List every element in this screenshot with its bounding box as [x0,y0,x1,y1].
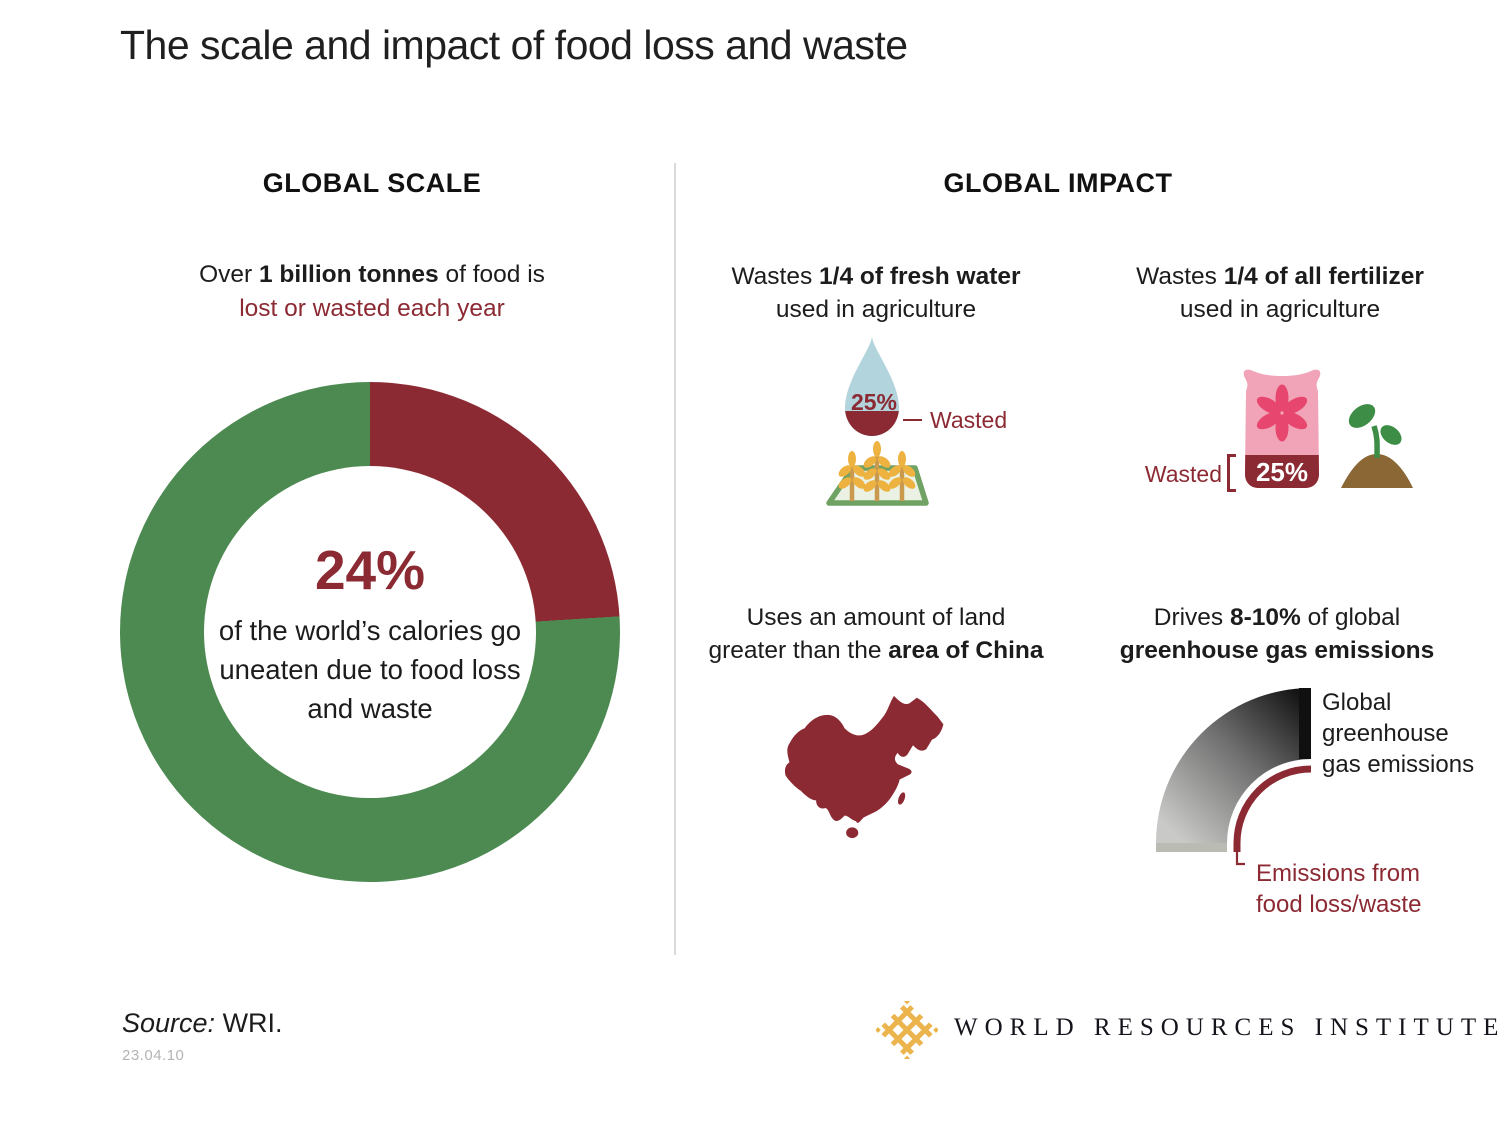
ghg-callout-line [1235,852,1245,866]
date-note: 23.04.10 [122,1047,185,1064]
chimney-pipe-graphic [1156,688,1312,866]
fertilizer-wasted-label: Wasted [1144,461,1222,487]
china-map [784,695,944,839]
wheat-stalk [838,451,866,501]
fertilizer-bracket [1227,454,1236,492]
fertilizer-heading: Wastes 1/4 of all fertilizer used in agr… [1136,263,1424,323]
wheat-field-icon [826,441,929,506]
sprout-icon [1341,404,1413,488]
wri-wordmark: WORLD RESOURCES INSTITUTE [954,1014,1506,1041]
fertilizer-bag-icon: 25% [1243,369,1321,489]
flower-icon [1256,384,1308,442]
donut-hole [204,466,536,798]
water-wasted-label: Wasted [930,407,1008,433]
scale-intro-line2: lost or wasted each year [239,295,505,322]
water-drop-icon: 25% [845,336,899,436]
wheat-stalk [888,451,916,501]
donut-center-text: 24% of the world’s calories go uneaten d… [195,538,545,728]
scale-intro-line1: Over 1 billion tonnes of food is [199,261,545,288]
scale-intro: Over 1 billion tonnes of food is lost or… [122,258,622,326]
page-title: The scale and impact of food loss and wa… [120,22,908,68]
source-note: Source: WRI. [122,1008,283,1038]
donut-percentage: 24% [314,539,426,601]
ghg-global-label: Global greenhouse gas emissions [1322,689,1475,778]
water-pct-label: 25% [851,389,897,415]
water-heading: Wastes 1/4 of fresh water used in agricu… [731,263,1021,323]
ghg-foodloss-label: Emissions from food loss/waste [1256,860,1422,918]
water-callout-line [903,419,922,421]
global-impact-header: GLOBAL IMPACT [943,168,1173,198]
section-divider [674,163,676,955]
fertilizer-pct-label: 25% [1256,457,1308,487]
land-heading: Uses an amount of land greater than the … [708,604,1044,664]
ghg-heading: Drives 8-10% of global greenhouse gas em… [1119,604,1435,664]
wri-logo-icon [876,1001,938,1059]
wheat-stalk [863,441,891,501]
global-scale-header: GLOBAL SCALE [262,168,482,198]
